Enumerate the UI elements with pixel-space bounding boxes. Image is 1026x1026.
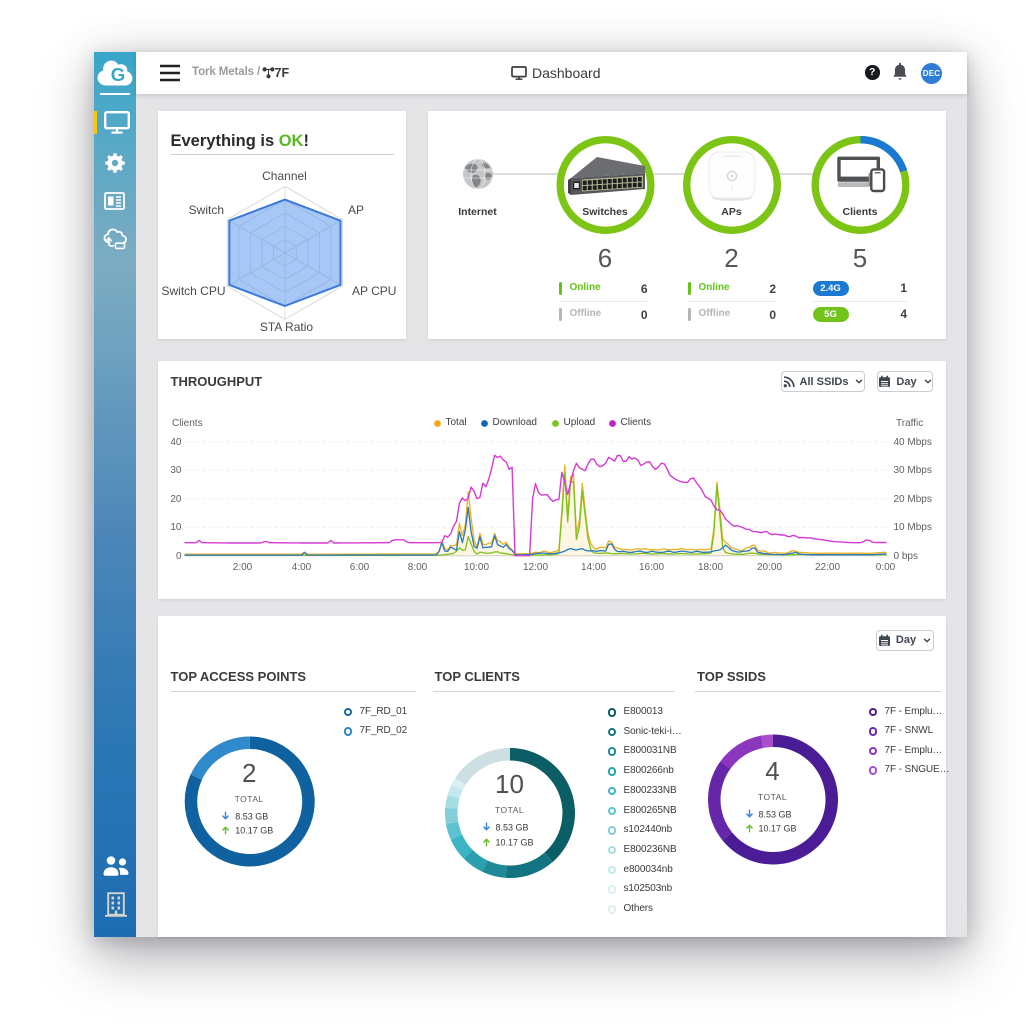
svg-text:G: G	[111, 64, 125, 85]
